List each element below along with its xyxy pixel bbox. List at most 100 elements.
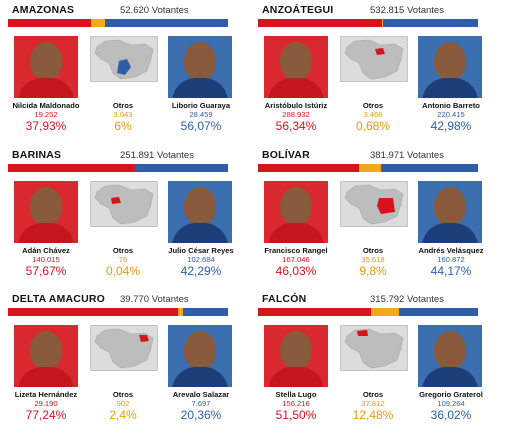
candidate-left-pct: 56,34% (275, 119, 317, 133)
total-voters: 381.971 Votantes (370, 150, 444, 161)
others-votes: 3.043 (113, 110, 133, 119)
candidate-left-votes: 140.015 (32, 255, 60, 264)
state-panel: ANZOÁTEGUI 532.815 Votantes Aristóbulo I… (258, 2, 504, 138)
state-map (90, 325, 158, 371)
candidate-photo-right (168, 36, 232, 98)
bar-segment-others (371, 308, 399, 316)
candidate-photo-left (264, 36, 328, 98)
others-votes: 37.812 (361, 399, 385, 408)
bar-segment-right (183, 308, 228, 316)
state-title: DELTA AMACURO (12, 293, 106, 305)
candidate-left-pct: 46,03% (275, 264, 317, 278)
candidate-right-pct: 36,02% (430, 408, 472, 422)
candidate-right-pct: 42,29% (180, 264, 222, 278)
state-panel: BARINAS 251.891 Votantes Adán Chávez 140… (8, 147, 254, 283)
candidate-photo-left (14, 36, 78, 98)
total-voters: 39.770 Votantes (120, 294, 189, 305)
results-bar (258, 164, 478, 172)
candidate-photo-right (418, 36, 482, 98)
candidate-right-name: Julio César Reyes (168, 246, 234, 255)
candidate-right-name: Arevalo Salazar (172, 390, 230, 399)
others-label: Otros (112, 390, 134, 399)
bar-segment-others (91, 19, 105, 27)
bar-segment-right (134, 164, 228, 172)
candidate-left-name: Nilcida Maldonado (12, 101, 80, 110)
state-panel: BOLÍVAR 381.971 Votantes Francisco Range… (258, 147, 504, 283)
candidate-right-name: Antonio Barreto (422, 101, 480, 110)
state-panel: FALCÓN 315.792 Votantes Stella Lugo 156.… (258, 291, 504, 427)
state-panel: AMAZONAS 52.620 Votantes Nilcida Maldona… (8, 2, 254, 138)
state-title: BOLÍVAR (262, 149, 310, 161)
total-voters: 52.620 Votantes (120, 5, 189, 16)
candidate-left-votes: 29.190 (34, 399, 58, 408)
bar-segment-others (359, 164, 381, 172)
others-pct: 6% (114, 119, 132, 133)
candidate-right-votes: 220.415 (437, 110, 465, 119)
candidate-photo-left (14, 181, 78, 243)
candidate-left-votes: 19.252 (34, 110, 58, 119)
total-voters: 251.891 Votantes (120, 150, 194, 161)
state-map (90, 36, 158, 82)
candidate-right-pct: 44,17% (430, 264, 472, 278)
others-label: Otros (112, 101, 134, 110)
candidate-left-votes: 167.046 (282, 255, 310, 264)
candidate-left-name: Adán Chávez (22, 246, 70, 255)
results-bar (8, 308, 228, 316)
state-map (340, 181, 408, 227)
others-label: Otros (362, 246, 384, 255)
candidate-photo-right (418, 181, 482, 243)
others-label: Otros (362, 101, 384, 110)
candidate-left-name: Stella Lugo (275, 390, 317, 399)
candidate-right-name: Gregorio Graterol (419, 390, 483, 399)
total-voters: 532.815 Votantes (370, 5, 444, 16)
candidate-left-votes: 288.932 (282, 110, 310, 119)
others-pct: 9,8% (359, 264, 387, 278)
bar-segment-others (381, 19, 384, 27)
candidate-right-votes: 7.697 (191, 399, 211, 408)
candidate-photo-right (168, 181, 232, 243)
others-pct: 12,48% (352, 408, 394, 422)
candidate-left-pct: 51,50% (275, 408, 317, 422)
state-title: BARINAS (12, 149, 62, 161)
results-bar (258, 19, 478, 27)
state-title: FALCÓN (262, 293, 307, 305)
results-bar (8, 164, 228, 172)
bar-segment-left (8, 164, 135, 172)
others-pct: 0,68% (355, 119, 391, 133)
bar-segment-right (398, 308, 478, 316)
candidate-right-name: Andrés Velásquez (418, 246, 484, 255)
bar-segment-right (104, 19, 228, 27)
bar-segment-left (258, 19, 382, 27)
others-pct: 2,4% (109, 408, 137, 422)
candidate-photo-left (264, 181, 328, 243)
others-votes: 76 (118, 255, 128, 264)
bar-segment-left (8, 308, 178, 316)
bar-segment-left (258, 308, 372, 316)
candidate-right-pct: 20,36% (180, 408, 222, 422)
candidate-right-pct: 42,98% (430, 119, 472, 133)
results-bar (258, 308, 478, 316)
state-map (90, 181, 158, 227)
candidate-left-pct: 57,67% (25, 264, 67, 278)
state-title: ANZOÁTEGUI (262, 4, 334, 16)
candidate-right-pct: 56,07% (180, 119, 222, 133)
results-bar (8, 19, 228, 27)
candidate-right-votes: 109.264 (437, 399, 465, 408)
candidate-photo-right (168, 325, 232, 387)
candidate-photo-left (264, 325, 328, 387)
candidate-left-pct: 37,93% (25, 119, 67, 133)
candidate-right-votes: 160.872 (437, 255, 465, 264)
candidate-left-votes: 156.216 (282, 399, 310, 408)
others-votes: 902 (116, 399, 130, 408)
others-votes: 3.468 (363, 110, 383, 119)
bar-segment-right (383, 19, 478, 27)
others-pct: 0,04% (105, 264, 141, 278)
candidate-photo-left (14, 325, 78, 387)
state-map (340, 36, 408, 82)
candidate-left-name: Aristóbulo Istúriz (264, 101, 328, 110)
candidate-left-name: Lizeta Hernández (14, 390, 78, 399)
state-panel: DELTA AMACURO 39.770 Votantes Lizeta Her… (8, 291, 254, 427)
candidate-right-votes: 28.459 (189, 110, 213, 119)
others-votes: 35.618 (361, 255, 385, 264)
